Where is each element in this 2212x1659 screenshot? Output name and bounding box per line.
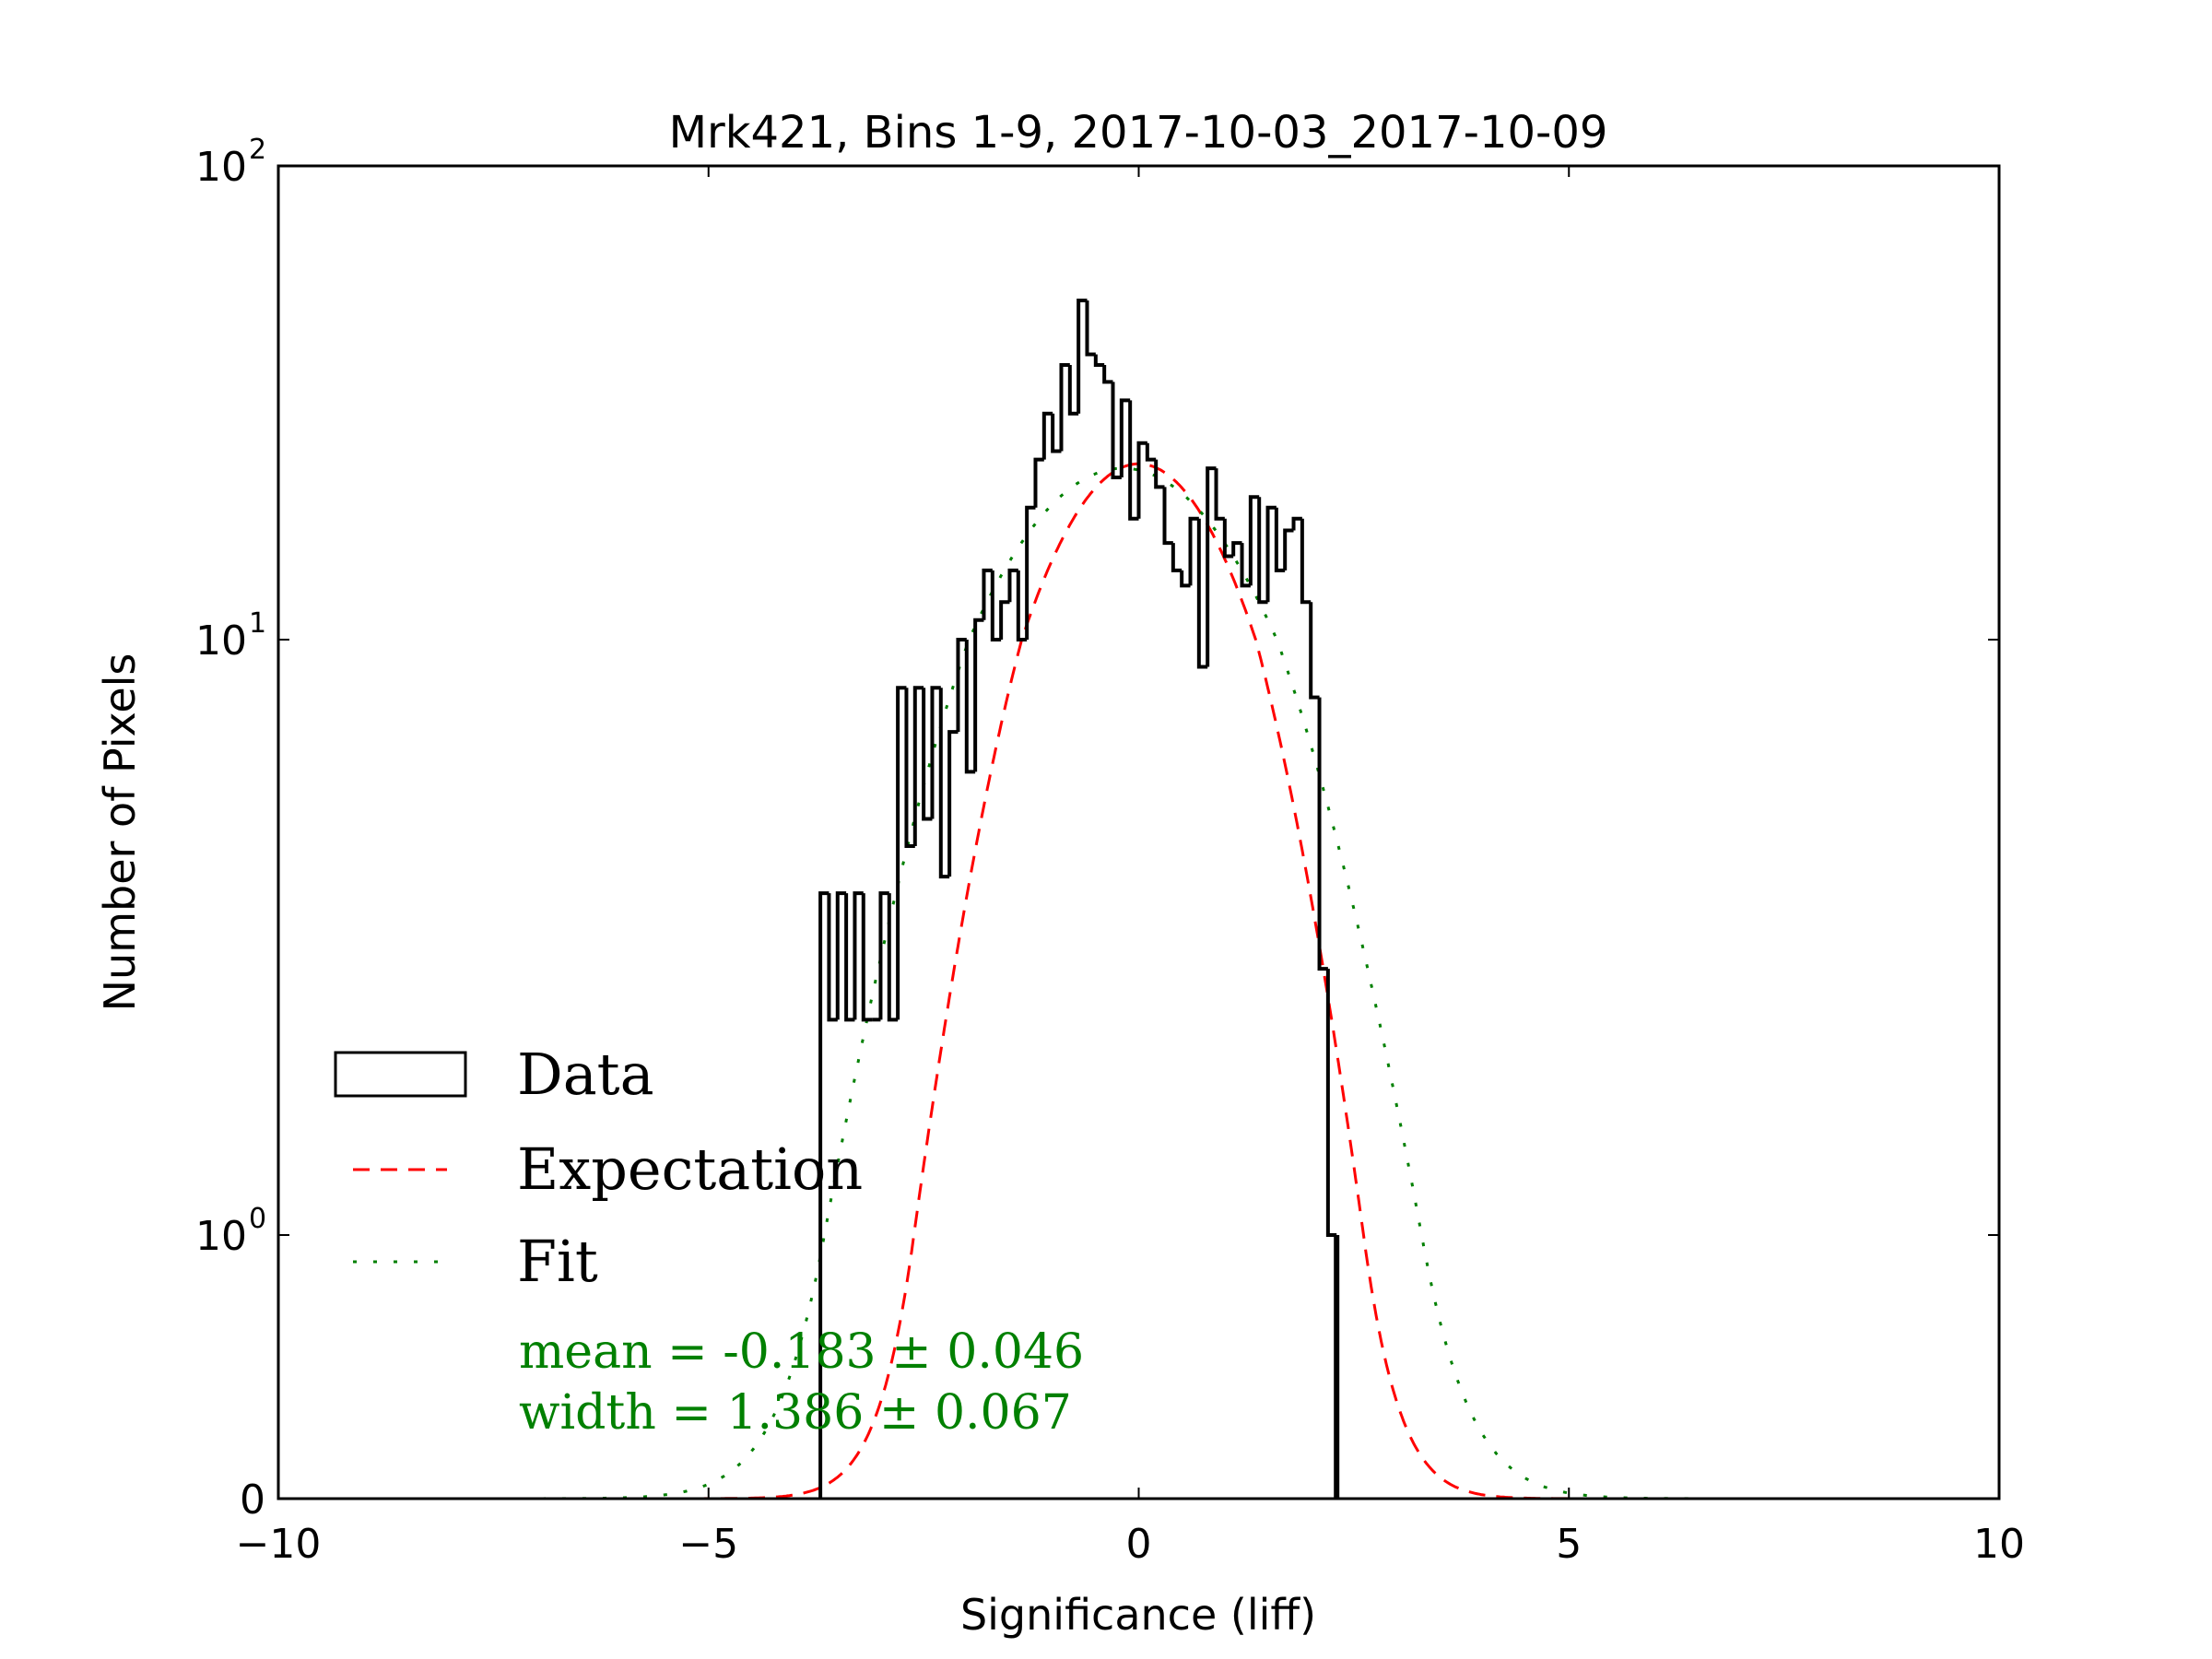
x-tick-label: 0 [1126,1521,1152,1568]
histogram-bin [861,893,873,1022]
y-axis-label: Number of Pixels [95,653,145,1012]
histogram-bin [853,891,864,1020]
histogram-bin [1231,541,1242,557]
histogram-bin [835,891,847,1020]
histogram-bin [1317,697,1328,971]
y-tick-exponent: 0 [249,1203,266,1235]
histogram-bin [1041,411,1053,460]
fit-mean-annotation: mean = -0.183 ± 0.046 [519,1324,1084,1380]
x-tick-label: −5 [678,1521,738,1568]
histogram-bin [878,891,889,1020]
histogram-bin [1033,457,1044,508]
histogram-bin [1214,468,1225,521]
histogram-bin [1051,413,1062,453]
histogram-bin [1283,528,1294,571]
histogram-bin [1025,505,1036,640]
histogram-bin [912,686,924,847]
fit-width-annotation: width = 1.386 ± 0.067 [519,1385,1072,1441]
x-axis-label: Significance (liff) [960,1590,1316,1640]
histogram-bin [1128,400,1139,521]
y-tick-label: 10 [195,1213,247,1260]
histogram-bin [1206,466,1217,667]
ticks-layer [277,165,2000,1500]
histogram-bin [1300,518,1312,605]
histogram-bin [1309,602,1320,700]
histogram-bin [999,600,1010,640]
histogram-bin [1171,543,1182,572]
y-tick-exponent: 1 [249,607,266,640]
histogram-bin [1007,568,1018,603]
histogram-bin [1222,518,1234,559]
histogram-bin [1257,497,1268,605]
histogram-bin [1059,362,1070,452]
histogram-bin [947,730,959,877]
histogram-bin [844,893,855,1022]
legend-expectation-label: Expectation [517,1135,863,1203]
histogram-bin [1077,298,1088,414]
histogram-bin [887,893,899,1022]
histogram-bin [1016,570,1028,641]
histogram-bin [1248,495,1260,586]
histogram-bin [1325,969,1337,1237]
histogram-bin [990,570,1002,641]
chart-title: Mrk421, Bins 1-9, 2017-10-03_2017-10-09 [669,107,1608,159]
histogram-bin [1162,487,1173,546]
y-tick-label: 10 [195,618,247,665]
histogram-bin [1154,459,1165,489]
histogram-bin [1265,505,1277,603]
histogram-bin [1274,507,1286,572]
y-tick-base: 10 [195,144,247,191]
histogram-bin [1188,516,1199,586]
histogram-bin [1180,570,1191,588]
y-tick-base: 0 [240,1477,265,1524]
x-tick-label: 5 [1556,1521,1582,1568]
histogram-bin [982,568,993,620]
histogram-bin [1111,382,1122,479]
histogram-bin [938,688,950,879]
histogram-bin [964,640,976,774]
histogram-bin [1136,441,1147,519]
histogram-bin [904,688,915,849]
x-tick-label: −10 [236,1521,322,1568]
histogram-bin [973,618,984,772]
histogram-bin [1291,516,1302,531]
histogram-bin [930,686,941,819]
histogram-bin [1240,543,1251,588]
histogram-bin [956,638,967,733]
histogram-bin [1196,518,1208,669]
legend-data-handle [334,1051,467,1098]
legend: Data Expectation Fit [334,1041,863,1295]
x-tick-labels: −10 −5 0 5 10 [236,1521,2025,1568]
histogram-bin [922,688,933,821]
histogram-bin [1145,442,1157,462]
y-tick-label: 0 [240,1477,265,1524]
histogram-bin [818,891,830,1499]
histogram-bin [1067,364,1079,416]
y-tick-label: 10 [195,144,247,191]
histogram-bin [1085,300,1096,357]
y-tick-base: 10 [195,1213,247,1260]
histogram-bin [1102,364,1113,384]
histogram-bin [896,686,907,1020]
y-tick-exponent: 2 [249,134,266,166]
histogram-layer [818,298,1340,1499]
y-tick-base: 10 [195,618,247,665]
legend-fit-label: Fit [517,1228,598,1295]
x-tick-label: 10 [1973,1521,2025,1568]
histogram-bin [1093,354,1105,367]
legend-data-label: Data [517,1041,654,1108]
histogram-bin [1119,398,1131,477]
histogram-bin [827,893,838,1022]
